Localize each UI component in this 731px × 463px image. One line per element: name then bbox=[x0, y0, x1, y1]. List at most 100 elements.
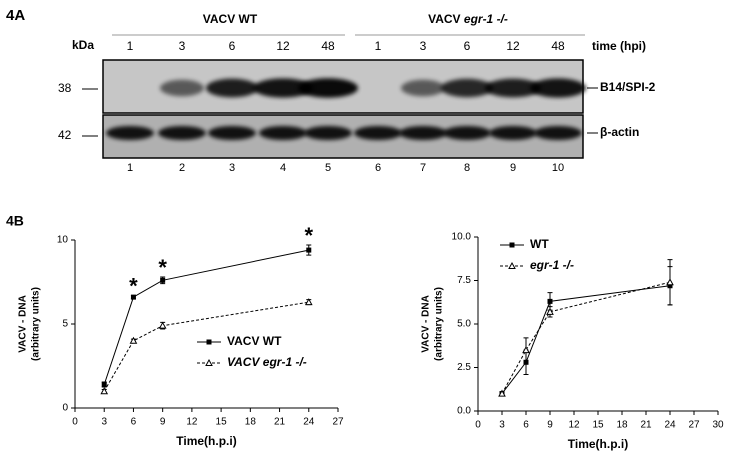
band bbox=[206, 78, 258, 98]
band bbox=[158, 126, 206, 140]
band bbox=[443, 126, 491, 140]
band bbox=[530, 78, 586, 98]
x-tick-label: 15 bbox=[216, 417, 228, 428]
band bbox=[399, 126, 447, 140]
y-tick-label: 7.5 bbox=[457, 275, 471, 286]
x-tick-label: 0 bbox=[72, 417, 78, 428]
time-tick-label: 6 bbox=[464, 39, 471, 53]
point bbox=[101, 381, 107, 387]
x-tick-label: 9 bbox=[547, 420, 553, 431]
marker-label: 42 bbox=[58, 128, 72, 142]
legend-label: egr-1 -/- bbox=[530, 258, 574, 272]
x-tick-label: 12 bbox=[568, 420, 580, 431]
x-tick-label: 3 bbox=[499, 420, 505, 431]
band bbox=[441, 78, 493, 98]
legend-label: VACV egr-1 -/- bbox=[227, 355, 307, 369]
lane-label: 4 bbox=[280, 162, 286, 174]
y-tick-label: 0 bbox=[62, 403, 68, 414]
lane-label: 3 bbox=[229, 162, 235, 174]
time-tick-label: 48 bbox=[551, 39, 565, 53]
series-line bbox=[501, 285, 671, 394]
panel-label: 4B bbox=[6, 213, 24, 229]
band bbox=[489, 126, 537, 140]
x-tick-label: 6 bbox=[523, 420, 529, 431]
x-tick-label: 18 bbox=[245, 417, 257, 428]
legend-marker bbox=[205, 358, 213, 366]
band bbox=[160, 79, 204, 97]
y-tick-label: 5.0 bbox=[457, 319, 471, 330]
group-italic: egr-1 -/- bbox=[464, 12, 508, 26]
x-tick-label: 21 bbox=[640, 420, 652, 431]
panel-label: 4A bbox=[6, 7, 25, 24]
band bbox=[298, 78, 358, 98]
lane-label: 2 bbox=[179, 162, 185, 174]
lane-label: 7 bbox=[420, 162, 426, 174]
x-tick-label: 24 bbox=[303, 417, 315, 428]
band bbox=[485, 78, 541, 98]
x-tick-label: 12 bbox=[186, 417, 198, 428]
band-label: B14/SPI-2 bbox=[600, 80, 656, 94]
x-tick-label: 9 bbox=[160, 417, 166, 428]
x-axis-label: Time(h.p.i) bbox=[176, 434, 236, 448]
point bbox=[666, 278, 674, 286]
x-axis-label: Time(h.p.i) bbox=[568, 437, 628, 451]
band-label: β-actin bbox=[600, 125, 639, 139]
time-tick-label: 6 bbox=[229, 39, 236, 53]
time-tick-label: 3 bbox=[179, 39, 186, 53]
lane-label: 8 bbox=[464, 162, 470, 174]
y-tick-label: 10.0 bbox=[452, 232, 472, 243]
y-axis-label: (arbitrary units) bbox=[31, 287, 42, 361]
x-tick-label: 6 bbox=[131, 417, 137, 428]
time-tick-label: 12 bbox=[276, 39, 290, 53]
point bbox=[158, 321, 167, 329]
marker-label: 38 bbox=[58, 81, 72, 95]
series-line bbox=[103, 249, 309, 385]
time-tick-label: 12 bbox=[506, 39, 520, 53]
series-line bbox=[103, 301, 309, 392]
lane-label: 10 bbox=[552, 162, 564, 174]
legend-marker bbox=[206, 339, 212, 345]
band bbox=[354, 126, 402, 140]
y-axis-label: VACV - DNA bbox=[421, 295, 432, 353]
x-tick-label: 3 bbox=[101, 417, 107, 428]
lane-label: 5 bbox=[325, 162, 331, 174]
x-tick-label: 27 bbox=[332, 417, 344, 428]
x-tick-label: 27 bbox=[688, 420, 700, 431]
legend-label: VACV WT bbox=[227, 334, 282, 348]
x-tick-label: 18 bbox=[616, 420, 628, 431]
lane-label: 6 bbox=[375, 162, 381, 174]
point bbox=[100, 387, 109, 395]
annotation: * bbox=[158, 255, 167, 280]
group-prefix: VACV bbox=[428, 12, 460, 26]
band bbox=[534, 126, 582, 140]
x-tick-label: 24 bbox=[664, 420, 676, 431]
time-tick-label: 1 bbox=[127, 39, 134, 53]
time-tick-label: 1 bbox=[375, 39, 382, 53]
band bbox=[106, 126, 154, 140]
group-label: VACV egr-1 -/- bbox=[428, 12, 508, 26]
point bbox=[546, 307, 554, 315]
point bbox=[130, 294, 136, 300]
legend-marker bbox=[508, 261, 516, 269]
kda-label: kDa bbox=[72, 38, 94, 52]
point bbox=[129, 336, 138, 344]
point bbox=[522, 346, 530, 354]
annotation: * bbox=[129, 273, 138, 298]
point bbox=[160, 277, 166, 283]
x-tick-label: 0 bbox=[475, 420, 481, 431]
band bbox=[401, 79, 445, 97]
x-tick-label: 15 bbox=[592, 420, 604, 431]
y-tick-label: 5 bbox=[62, 319, 68, 330]
band bbox=[304, 126, 352, 140]
point bbox=[547, 298, 553, 304]
x-tick-label: 30 bbox=[712, 420, 724, 431]
point bbox=[304, 298, 313, 306]
band bbox=[253, 78, 313, 98]
y-tick-label: 0.0 bbox=[457, 406, 471, 417]
y-axis-label: (arbitrary units) bbox=[434, 287, 445, 361]
series-line bbox=[501, 281, 671, 394]
point bbox=[306, 247, 312, 253]
group-label: VACV WT bbox=[203, 12, 258, 26]
x-tick-label: 21 bbox=[274, 417, 286, 428]
